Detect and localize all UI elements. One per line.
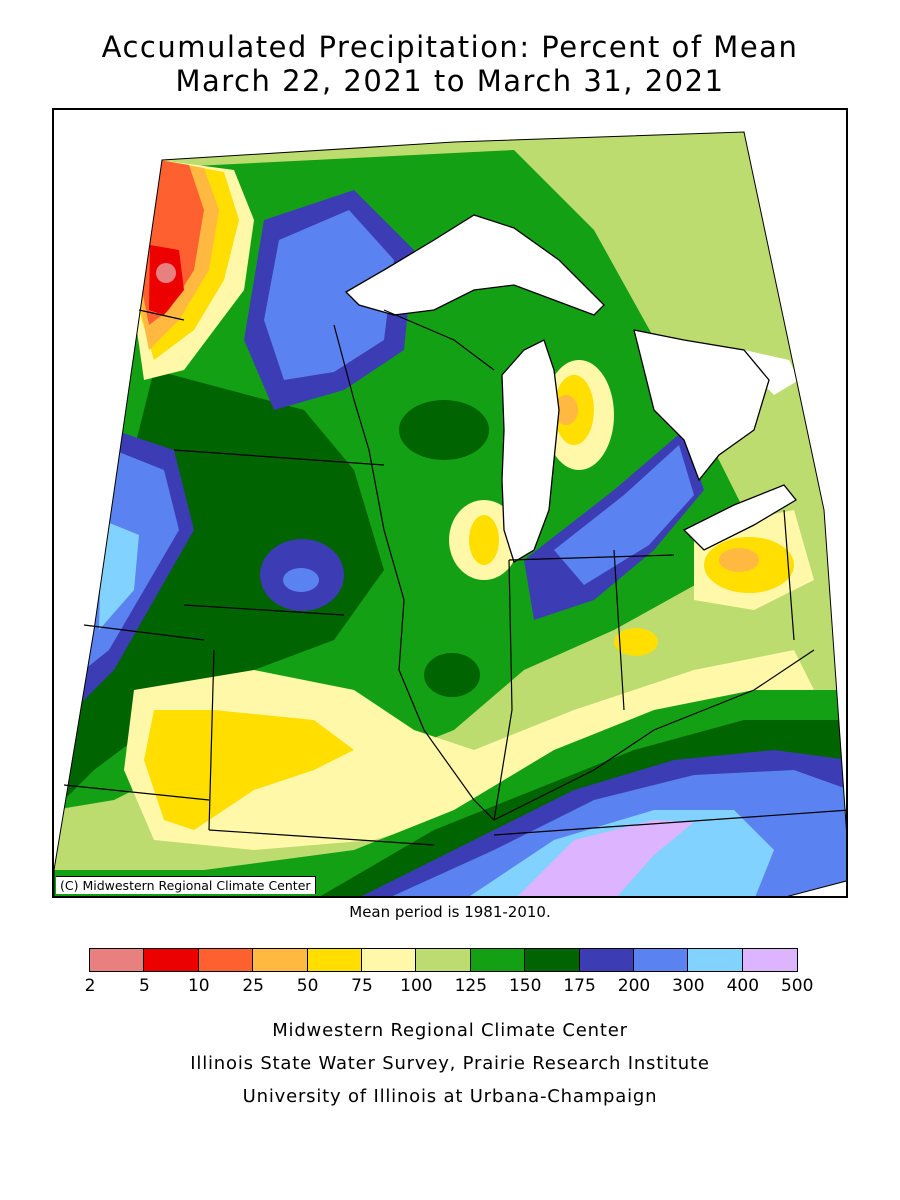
color-legend <box>89 948 799 972</box>
border-mo-ar <box>208 829 435 846</box>
legend-swatch <box>470 949 526 971</box>
legend-swatch <box>90 949 145 971</box>
field-yellow-il <box>469 515 499 565</box>
field-blue-lower-mi <box>554 445 694 585</box>
border-mn-wi <box>333 324 385 531</box>
lake-superior-outline <box>344 214 605 316</box>
border-in-oh <box>613 549 625 711</box>
border-oh-pa <box>783 509 795 641</box>
georgian-bay <box>744 350 799 395</box>
map-title-line-1: Accumulated Precipitation: Percent of Me… <box>101 30 799 64</box>
field-orange-oh <box>719 548 759 572</box>
border-ohio-river <box>493 649 815 821</box>
legend-swatch <box>633 949 689 971</box>
mean-period-note: Mean period is 1981-2010. <box>349 903 551 921</box>
legend-swatch <box>525 949 580 971</box>
credit-line-2: Illinois State Water Survey, Prairie Res… <box>190 1053 710 1074</box>
border-ia-mo <box>183 604 345 616</box>
legend-swatch <box>144 949 199 971</box>
border-mo-west <box>208 649 215 831</box>
lake-erie <box>684 485 796 550</box>
field-lightblue-w <box>99 520 139 630</box>
legend-swatch <box>742 949 798 971</box>
legend-label: 50 <box>296 976 319 996</box>
state-borders <box>63 309 846 846</box>
legend-swatch <box>253 949 308 971</box>
lake-michigan-outline <box>501 339 560 563</box>
field-darkgreen-wi <box>399 400 489 460</box>
legend-label: 500 <box>780 976 814 996</box>
lake-michigan <box>502 340 559 562</box>
legend-label: 300 <box>672 976 705 996</box>
field-lightyellow-mo <box>124 650 814 850</box>
lake-superior <box>346 215 604 315</box>
credit-line-3: University of Illinois at Urbana-Champai… <box>242 1086 658 1107</box>
legend-label: 75 <box>351 976 373 996</box>
field-yellow-in <box>614 628 658 656</box>
border-ks-ok <box>63 784 210 801</box>
precipitation-map: (C) Midwestern Regional Climate Center <box>52 108 848 898</box>
legend-label: 150 <box>508 976 542 996</box>
map-canvas <box>54 131 846 896</box>
legend-label: 5 <box>138 976 150 996</box>
legend-label: 125 <box>454 976 488 996</box>
field-pink-nd <box>156 263 176 283</box>
lake-huron <box>634 330 769 480</box>
map-title-line-2: March 22, 2021 to March 31, 2021 <box>175 64 725 98</box>
field-blue-ia <box>283 568 319 592</box>
lake-outlines <box>344 214 797 563</box>
field-yellow-mo <box>144 710 354 830</box>
border-ne-ks <box>83 624 205 641</box>
region-edge <box>54 131 846 896</box>
legend-labels: 2 5 10 25 50 75 100 125 150 175 200 300 400 500 <box>0 976 900 998</box>
border-mi-in-oh <box>508 554 675 561</box>
lake-huron-outline <box>633 329 770 482</box>
credit-line-1: Midwestern Regional Climate Center <box>272 1020 628 1041</box>
field-lavender-south <box>514 820 694 896</box>
legend-swatch <box>416 949 471 971</box>
field-blue-nw <box>264 210 394 380</box>
legend-label: 25 <box>242 976 265 996</box>
border-ky-tn <box>493 809 846 836</box>
field-orange-mi <box>554 395 578 425</box>
legend-label: 175 <box>563 976 596 996</box>
legend-swatch <box>688 949 743 971</box>
field-darkgreen-il <box>424 653 480 697</box>
lake-erie-outline <box>682 484 797 551</box>
border-il-west <box>383 529 495 821</box>
great-lakes <box>346 215 799 562</box>
legend-swatch <box>361 949 417 971</box>
border-il-in <box>493 559 513 821</box>
legend-label: 10 <box>187 976 210 996</box>
precip-field <box>54 132 846 896</box>
legend-label: 200 <box>617 976 651 996</box>
border-wi-mi <box>383 309 495 371</box>
legend-label: 400 <box>726 976 760 996</box>
border-ia-north <box>173 449 385 466</box>
border-nd-sd <box>138 309 185 321</box>
legend-swatch <box>579 949 634 971</box>
legend-label: 100 <box>400 976 433 996</box>
copyright-label: (C) Midwestern Regional Climate Center <box>56 876 316 894</box>
legend-swatch <box>198 949 254 971</box>
legend-label: 2 <box>84 976 96 996</box>
legend-swatch <box>307 949 362 971</box>
